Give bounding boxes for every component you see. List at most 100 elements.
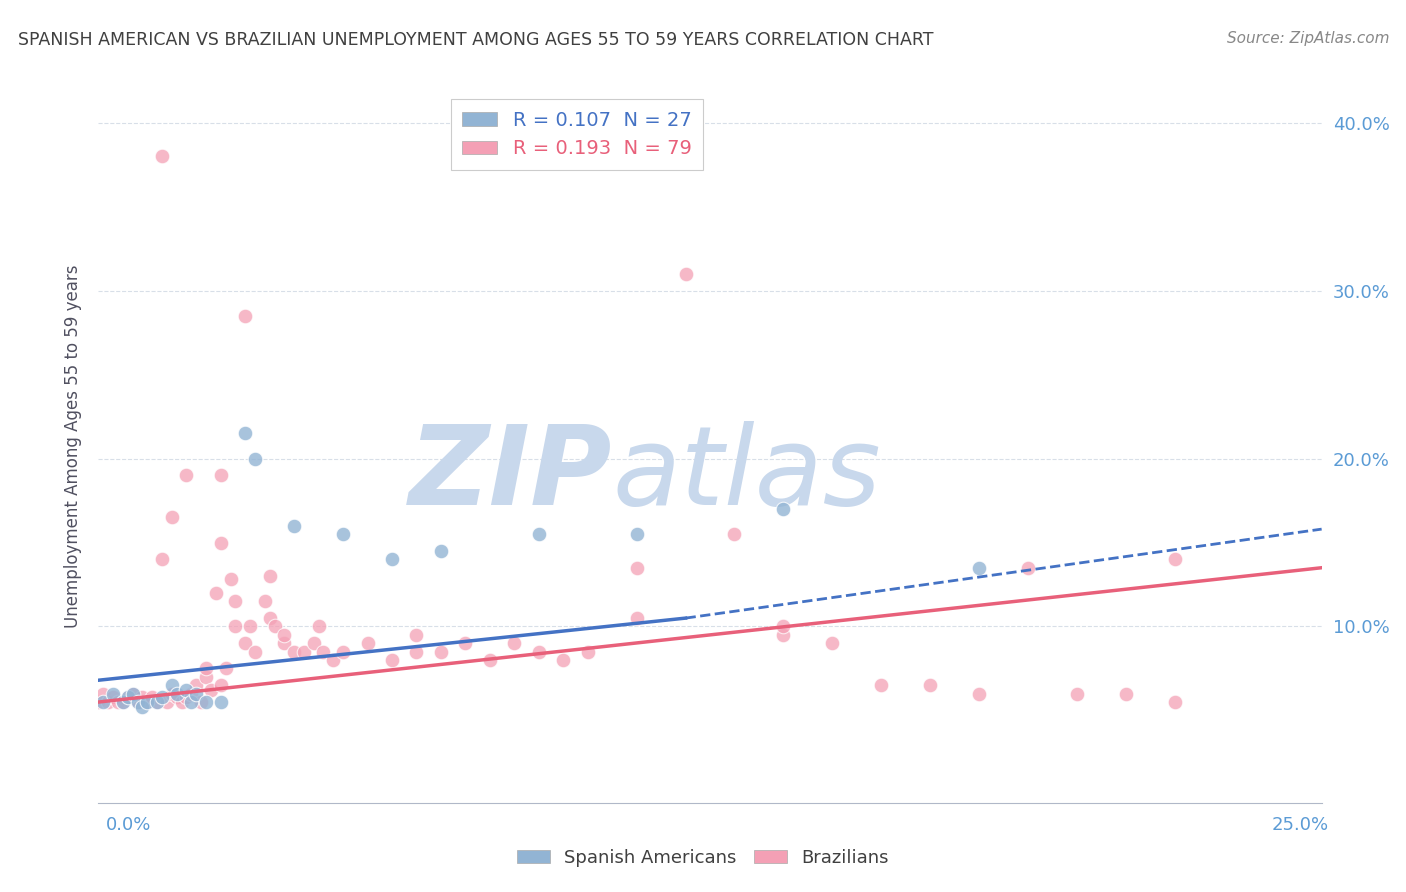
Point xyxy=(176,683,198,698)
Point xyxy=(821,636,844,650)
Point xyxy=(186,678,208,692)
Point xyxy=(356,636,378,650)
Text: atlas: atlas xyxy=(612,421,880,528)
Point xyxy=(478,653,501,667)
Point xyxy=(209,468,232,483)
Text: ZIP: ZIP xyxy=(409,421,612,528)
Point xyxy=(553,653,575,667)
Text: 0.0%: 0.0% xyxy=(105,816,150,834)
Point xyxy=(209,695,232,709)
Point xyxy=(576,645,599,659)
Point xyxy=(166,687,188,701)
Point xyxy=(253,594,276,608)
Legend: Spanish Americans, Brazilians: Spanish Americans, Brazilians xyxy=(510,842,896,874)
Point xyxy=(772,502,794,516)
Point xyxy=(454,636,477,650)
Point xyxy=(1164,695,1187,709)
Point xyxy=(1017,560,1039,574)
Point xyxy=(273,628,295,642)
Point xyxy=(170,695,193,709)
Point xyxy=(101,687,124,701)
Point xyxy=(160,687,183,701)
Point xyxy=(675,267,697,281)
Point xyxy=(233,426,256,441)
Point xyxy=(312,645,335,659)
Point xyxy=(273,636,295,650)
Point xyxy=(156,695,179,709)
Point xyxy=(150,552,173,566)
Legend: R = 0.107  N = 27, R = 0.193  N = 79: R = 0.107 N = 27, R = 0.193 N = 79 xyxy=(451,99,703,170)
Point xyxy=(1164,552,1187,566)
Point xyxy=(503,636,526,650)
Point xyxy=(121,687,143,701)
Point xyxy=(146,695,169,709)
Point xyxy=(176,690,198,704)
Point xyxy=(967,687,990,701)
Point xyxy=(224,594,246,608)
Point xyxy=(131,690,153,704)
Point xyxy=(121,687,143,701)
Point xyxy=(233,636,256,650)
Point xyxy=(332,527,354,541)
Point xyxy=(176,468,198,483)
Point xyxy=(150,149,173,163)
Point xyxy=(97,695,120,709)
Point xyxy=(405,645,427,659)
Point xyxy=(259,611,281,625)
Point xyxy=(772,619,794,633)
Point xyxy=(723,527,745,541)
Point xyxy=(195,670,218,684)
Point xyxy=(91,695,114,709)
Point xyxy=(146,695,169,709)
Point xyxy=(91,687,114,701)
Point xyxy=(430,645,453,659)
Point xyxy=(302,636,325,650)
Point xyxy=(224,619,246,633)
Point xyxy=(322,653,344,667)
Point xyxy=(127,695,149,709)
Point xyxy=(141,690,163,704)
Point xyxy=(243,645,266,659)
Point xyxy=(1115,687,1137,701)
Point xyxy=(219,573,242,587)
Text: Source: ZipAtlas.com: Source: ZipAtlas.com xyxy=(1226,31,1389,46)
Point xyxy=(127,695,149,709)
Point xyxy=(136,695,159,709)
Point xyxy=(332,645,354,659)
Point xyxy=(430,544,453,558)
Point xyxy=(190,695,212,709)
Point xyxy=(243,451,266,466)
Point xyxy=(209,678,232,692)
Point xyxy=(292,645,315,659)
Point xyxy=(626,527,648,541)
Point xyxy=(111,695,134,709)
Point xyxy=(117,690,139,704)
Text: 25.0%: 25.0% xyxy=(1271,816,1329,834)
Point xyxy=(166,690,188,704)
Point xyxy=(87,695,110,709)
Point xyxy=(381,653,404,667)
Point xyxy=(920,678,942,692)
Point xyxy=(967,560,990,574)
Point xyxy=(195,661,218,675)
Point xyxy=(117,690,139,704)
Point xyxy=(205,586,228,600)
Point xyxy=(263,619,285,633)
Point xyxy=(131,700,153,714)
Point xyxy=(308,619,330,633)
Point xyxy=(405,628,427,642)
Point xyxy=(160,510,183,524)
Point xyxy=(195,695,218,709)
Point xyxy=(381,552,404,566)
Point xyxy=(283,518,305,533)
Point xyxy=(233,309,256,323)
Point xyxy=(527,527,550,541)
Point xyxy=(200,683,222,698)
Text: SPANISH AMERICAN VS BRAZILIAN UNEMPLOYMENT AMONG AGES 55 TO 59 YEARS CORRELATION: SPANISH AMERICAN VS BRAZILIAN UNEMPLOYME… xyxy=(18,31,934,49)
Point xyxy=(180,695,202,709)
Point xyxy=(870,678,893,692)
Point xyxy=(186,687,208,701)
Point xyxy=(111,695,134,709)
Point xyxy=(180,687,202,701)
Point xyxy=(259,569,281,583)
